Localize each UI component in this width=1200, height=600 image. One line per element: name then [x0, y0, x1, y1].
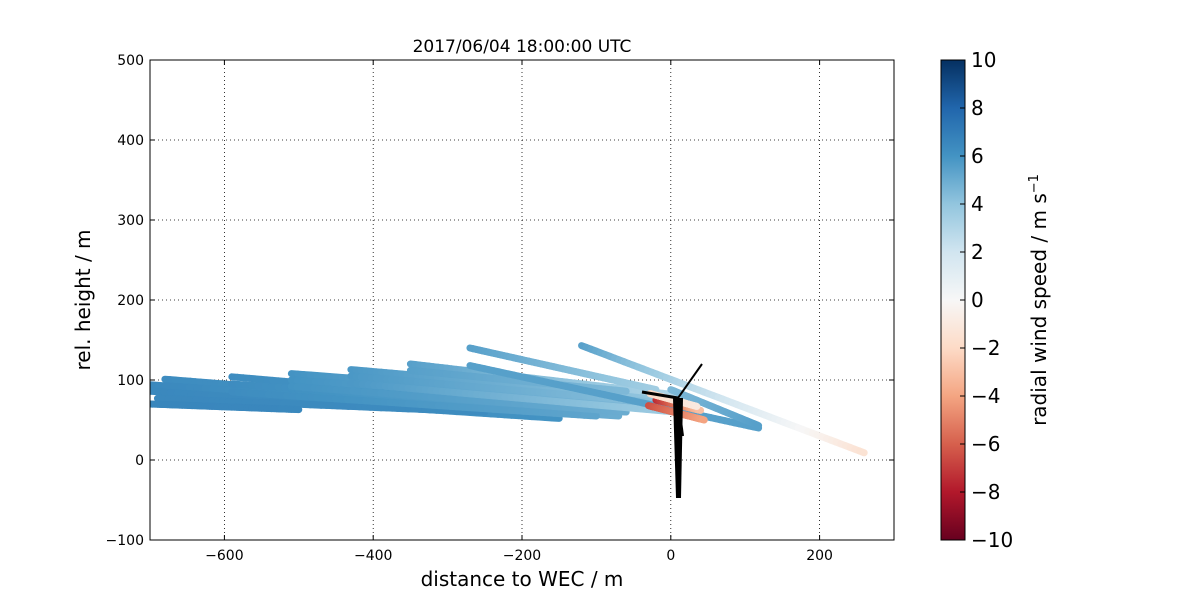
scan-line [150, 400, 303, 414]
colorbar-tick-label: −4 [971, 384, 1000, 408]
x-tick-label: 0 [666, 548, 675, 564]
y-tick-label: 300 [117, 213, 144, 229]
colorbar-tick-label: 10 [971, 48, 996, 72]
wind-turbine-icon [641, 363, 703, 498]
colorbar-tick-label: 0 [971, 288, 984, 312]
colorbar-ticks: 10 8 6 4 2 0 −2 −4 −6 −8 −10 [960, 48, 1013, 552]
grid-lines [150, 60, 894, 540]
colorbar-tick-label: −6 [971, 432, 1000, 456]
colorbar-label-text: radial wind speed / m s [1027, 193, 1051, 426]
scan-line [287, 382, 630, 416]
y-tick-label: 200 [117, 293, 144, 309]
scan-point [649, 385, 660, 394]
colorbar-tick-label: 2 [971, 240, 984, 264]
x-axis-label: distance to WEC / m [421, 567, 624, 591]
colorbar-tick-label: 8 [971, 96, 984, 120]
y-tick-label: 100 [117, 373, 144, 389]
colorbar-tick-label: 4 [971, 192, 984, 216]
colorbar-tick-label: −8 [971, 480, 1000, 504]
x-tick-label: −200 [503, 548, 541, 564]
colorbar-tick-label: −2 [971, 336, 1000, 360]
chart-title: 2017/06/04 18:00:00 UTC [413, 37, 632, 57]
y-axis-label: rel. height / m [71, 229, 95, 370]
y-tick-label: 400 [117, 133, 144, 149]
x-tick-label: −600 [205, 548, 243, 564]
y-tick-label: 0 [135, 453, 144, 469]
colorbar-tick-label: 6 [971, 144, 984, 168]
scan-point [753, 421, 763, 430]
x-tick-label: 200 [806, 548, 833, 564]
y-tick-label: 500 [117, 53, 144, 69]
x-axis-ticks: −600 −400 −200 0 200 [205, 60, 833, 564]
scan-line [153, 394, 489, 416]
lidar-scan-lines [150, 342, 868, 457]
colorbar-label: radial wind speed / m s−1 [1027, 174, 1051, 426]
y-tick-label: −100 [106, 533, 144, 549]
colorbar-tick-label: −10 [971, 528, 1013, 552]
scan-point [856, 447, 868, 457]
scan-point [607, 411, 623, 420]
y-axis-ticks: −100 0 100 200 300 400 500 [106, 53, 894, 549]
scan-line [228, 388, 600, 420]
scan-line [466, 344, 660, 394]
colorbar-label-exponent: −1 [1027, 174, 1042, 193]
scan-line [347, 372, 660, 406]
x-tick-label: −400 [354, 548, 392, 564]
colorbar [940, 59, 966, 541]
scan-line [667, 386, 763, 430]
